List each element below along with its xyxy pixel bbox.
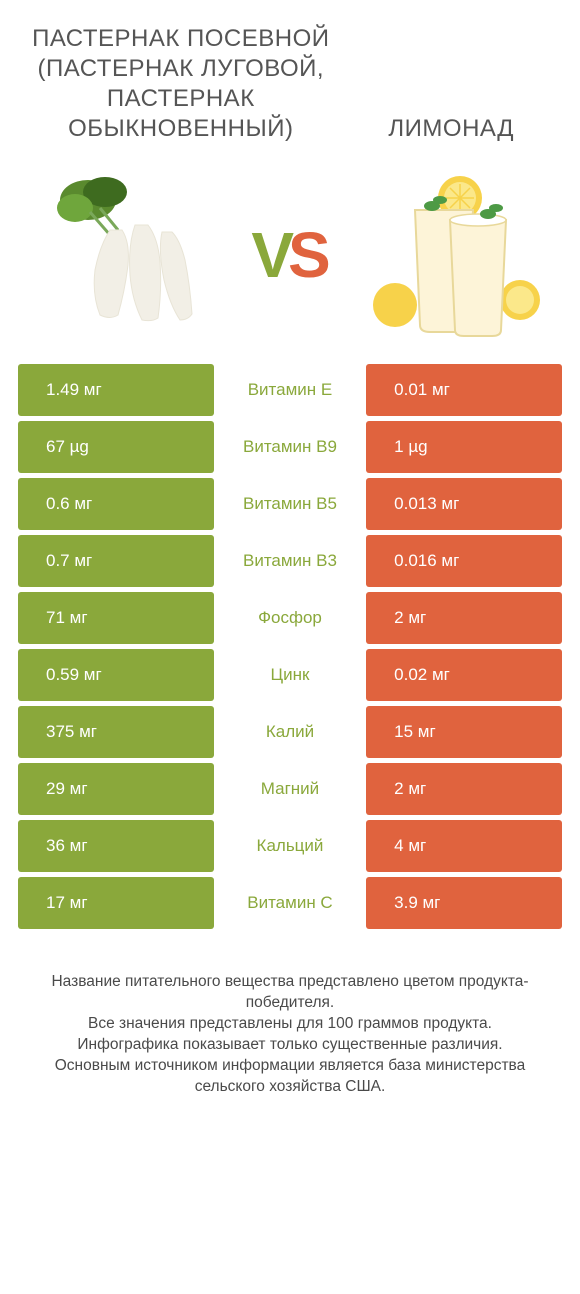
footer-notes: Название питательного вещества представл… [0,934,580,1098]
nutrient-label: Витамин E [214,364,366,416]
comparison-table: 1.49 мгВитамин E0.01 мг67 µgВитамин B91 … [0,364,580,929]
nutrient-label: Калий [214,706,366,758]
value-right: 0.013 мг [366,478,562,530]
glass-front [450,214,506,336]
table-row: 375 мгКалий15 мг [18,706,562,758]
value-right: 0.02 мг [366,649,562,701]
table-row: 0.6 мгВитамин B50.013 мг [18,478,562,530]
value-right: 2 мг [366,592,562,644]
table-row: 0.59 мгЦинк0.02 мг [18,649,562,701]
nutrient-label: Магний [214,763,366,815]
right-product-image [360,170,550,340]
value-left: 17 мг [18,877,214,929]
footer-line-1: Название питательного вещества представл… [22,972,558,1014]
root3 [160,232,192,320]
table-row: 1.49 мгВитамин E0.01 мг [18,364,562,416]
table-row: 17 мгВитамин C3.9 мг [18,877,562,929]
vs-v: V [251,218,292,292]
vs-s: S [288,218,329,292]
value-right: 15 мг [366,706,562,758]
title-left: ПАСТЕРНАК ПОСЕВНОЙ (ПАСТЕРНАК ЛУГОВОЙ, П… [30,24,332,144]
parsnip-icon [30,170,220,340]
table-row: 29 мгМагний2 мг [18,763,562,815]
value-right: 2 мг [366,763,562,815]
nutrient-label: Витамин B3 [214,535,366,587]
table-row: 0.7 мгВитамин B30.016 мг [18,535,562,587]
images-row: V S [0,152,580,364]
lemonade-icon [360,170,550,340]
nutrient-label: Витамин B5 [214,478,366,530]
value-right: 0.01 мг [366,364,562,416]
table-row: 71 мгФосфор2 мг [18,592,562,644]
value-right: 4 мг [366,820,562,872]
table-row: 67 µgВитамин B91 µg [18,421,562,473]
value-left: 36 мг [18,820,214,872]
value-left: 375 мг [18,706,214,758]
value-left: 0.59 мг [18,649,214,701]
value-left: 29 мг [18,763,214,815]
value-left: 0.7 мг [18,535,214,587]
root2 [130,225,161,321]
nutrient-label: Витамин B9 [214,421,366,473]
leaves [57,177,127,235]
root1 [94,230,128,318]
nutrient-label: Цинк [214,649,366,701]
table-row: 36 мгКальций4 мг [18,820,562,872]
footer-line-3: Инфографика показывает только существенн… [22,1035,558,1056]
value-left: 1.49 мг [18,364,214,416]
left-product-image [30,170,220,340]
footer-line-4: Основным источником информации является … [22,1056,558,1098]
title-right: ЛИМОНАД [352,114,550,144]
footer-line-2: Все значения представлены для 100 граммо… [22,1014,558,1035]
nutrient-label: Фосфор [214,592,366,644]
nutrient-label: Кальций [214,820,366,872]
nutrient-label: Витамин C [214,877,366,929]
header: ПАСТЕРНАК ПОСЕВНОЙ (ПАСТЕРНАК ЛУГОВОЙ, П… [0,0,580,152]
value-left: 71 мг [18,592,214,644]
value-right: 3.9 мг [366,877,562,929]
value-left: 0.6 мг [18,478,214,530]
value-right: 0.016 мг [366,535,562,587]
value-right: 1 µg [366,421,562,473]
vs-label: V S [251,218,328,292]
value-left: 67 µg [18,421,214,473]
